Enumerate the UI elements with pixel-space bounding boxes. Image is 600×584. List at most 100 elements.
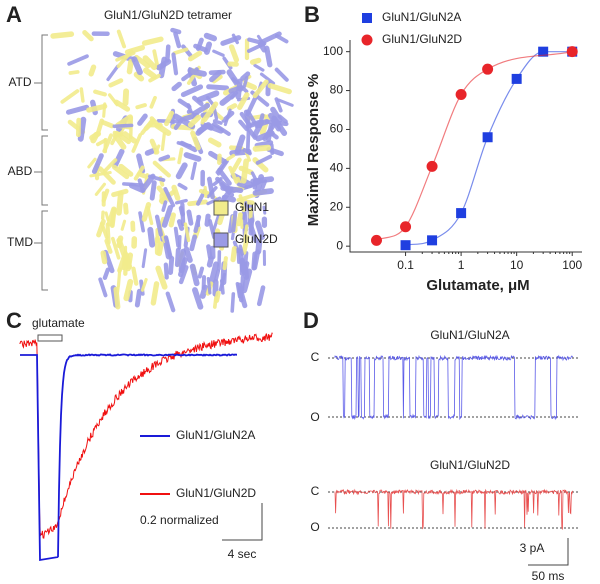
helix bbox=[141, 202, 152, 222]
data-point bbox=[511, 73, 522, 84]
data-point bbox=[538, 46, 549, 57]
legend-label: GluN1/GluN2A bbox=[176, 428, 255, 442]
helix bbox=[142, 55, 158, 71]
helix bbox=[246, 126, 258, 140]
helix bbox=[212, 49, 225, 57]
helix bbox=[106, 206, 117, 227]
y-tick-label: 80 bbox=[330, 83, 344, 97]
helix bbox=[267, 83, 292, 95]
helix bbox=[173, 117, 184, 131]
helix bbox=[264, 45, 273, 68]
level-label: C bbox=[311, 484, 320, 498]
helix bbox=[223, 108, 232, 127]
helix bbox=[274, 67, 289, 82]
helix bbox=[228, 165, 239, 184]
helix bbox=[229, 90, 239, 100]
y-tick-label: 20 bbox=[330, 199, 344, 213]
helix bbox=[65, 104, 90, 115]
helix bbox=[240, 71, 251, 81]
helix bbox=[161, 204, 174, 228]
level-label: O bbox=[310, 520, 319, 534]
helix bbox=[242, 148, 252, 156]
helix bbox=[82, 30, 94, 42]
helix bbox=[206, 255, 214, 268]
helix bbox=[160, 131, 166, 151]
helix bbox=[105, 222, 111, 245]
helix bbox=[171, 52, 179, 76]
helix bbox=[206, 123, 224, 134]
helix bbox=[241, 268, 253, 294]
helix bbox=[115, 51, 136, 62]
helix bbox=[221, 194, 237, 203]
axes bbox=[349, 40, 582, 253]
helix bbox=[67, 54, 89, 66]
helix bbox=[156, 241, 164, 257]
helix bbox=[142, 67, 157, 80]
helix bbox=[211, 74, 223, 84]
helix bbox=[243, 81, 257, 91]
helix bbox=[255, 220, 265, 241]
helix bbox=[173, 226, 181, 248]
helix bbox=[111, 164, 130, 180]
helix bbox=[152, 160, 171, 178]
scale-label: 50 ms bbox=[532, 569, 565, 583]
helix bbox=[154, 214, 163, 237]
helix bbox=[123, 278, 134, 302]
helix bbox=[268, 112, 282, 132]
helix bbox=[214, 290, 221, 304]
helix bbox=[137, 113, 148, 126]
helix bbox=[168, 212, 176, 228]
helix bbox=[118, 163, 134, 177]
helix bbox=[133, 71, 145, 82]
helix bbox=[212, 119, 223, 125]
helix bbox=[120, 219, 127, 231]
helix bbox=[149, 138, 160, 155]
helix bbox=[193, 214, 202, 234]
helix bbox=[50, 31, 75, 39]
data-point bbox=[427, 235, 438, 246]
helix bbox=[256, 285, 266, 307]
helix bbox=[190, 161, 197, 181]
helix bbox=[183, 152, 202, 162]
helix bbox=[174, 247, 181, 268]
helix bbox=[250, 176, 275, 185]
helix bbox=[238, 244, 244, 256]
helix bbox=[107, 93, 119, 107]
panel-letter: A bbox=[6, 2, 22, 27]
helix bbox=[178, 265, 189, 285]
helix bbox=[198, 188, 210, 195]
helix bbox=[112, 148, 125, 169]
helix bbox=[89, 130, 102, 141]
data-point bbox=[426, 160, 438, 172]
helix bbox=[187, 50, 203, 62]
helix bbox=[196, 122, 212, 135]
data-point bbox=[400, 221, 412, 233]
helix bbox=[140, 277, 148, 292]
x-axis-label: Glutamate, μM bbox=[426, 277, 529, 294]
y-tick-label: 60 bbox=[330, 122, 344, 136]
legend-label: GluN1/GluN2D bbox=[176, 486, 256, 500]
helix bbox=[131, 133, 143, 153]
helix bbox=[104, 211, 110, 222]
legend-label: GluN1/GluN2D bbox=[382, 32, 462, 46]
helix bbox=[158, 154, 171, 162]
protein-structure bbox=[50, 27, 294, 313]
helix bbox=[68, 70, 80, 75]
helix bbox=[102, 158, 118, 173]
scale-bar bbox=[528, 538, 569, 566]
helix bbox=[136, 171, 148, 179]
helix bbox=[253, 63, 265, 72]
helix bbox=[230, 292, 236, 313]
helix bbox=[177, 98, 192, 110]
helix bbox=[190, 130, 201, 151]
helix bbox=[249, 57, 262, 65]
x-tick-label: 10 bbox=[510, 258, 524, 272]
helix bbox=[180, 84, 204, 98]
helix bbox=[155, 265, 168, 290]
helix bbox=[131, 56, 143, 76]
panel-letter: D bbox=[303, 308, 319, 333]
helix bbox=[103, 249, 115, 274]
helix bbox=[241, 234, 250, 255]
helix bbox=[123, 202, 129, 215]
helix bbox=[260, 31, 282, 44]
